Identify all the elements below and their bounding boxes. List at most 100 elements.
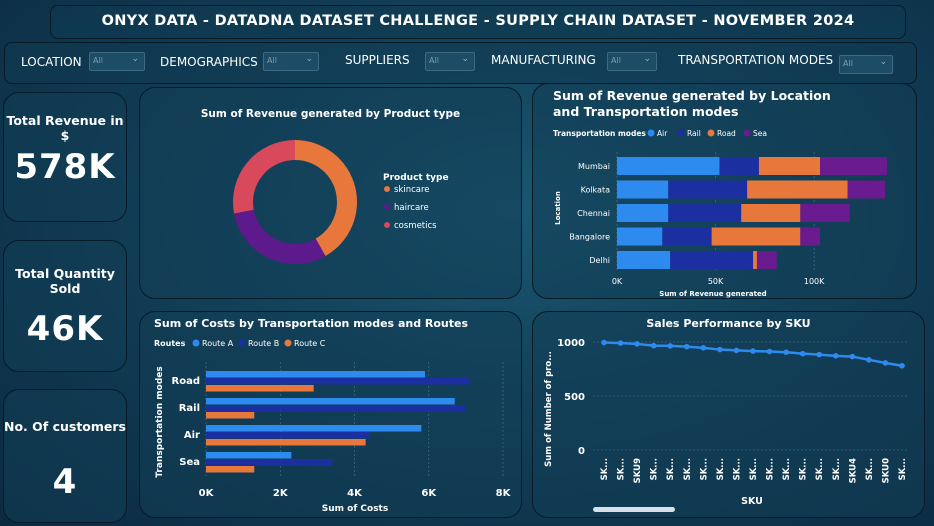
bar-Air-Route A[interactable] <box>206 425 422 432</box>
bar-Chennai-Road[interactable] <box>741 204 801 222</box>
bar-Rail-Route B[interactable] <box>206 405 466 412</box>
horizontal-scrollbar[interactable] <box>593 507 675 512</box>
y-tick-label: Air <box>184 430 200 441</box>
filter-label-demographics: DEMOGRAPHICS <box>160 55 258 69</box>
bar-Kolkata-Sea[interactable] <box>847 180 886 199</box>
bar-Mumbai-Sea[interactable] <box>820 157 888 175</box>
bar-Delhi-Sea[interactable] <box>756 251 777 269</box>
bar-Road-Route C[interactable] <box>206 385 314 392</box>
bar-Sea-Route B[interactable] <box>206 459 333 466</box>
costs-by-route-panel: Sum of Costs by Transportation modes and… <box>139 311 522 518</box>
data-point[interactable] <box>849 353 856 360</box>
legend-item[interactable]: Route B <box>248 339 279 348</box>
x-tick-label: SKU0 <box>881 458 891 483</box>
data-point[interactable] <box>601 339 607 346</box>
bar-Road-Route A[interactable] <box>206 371 426 378</box>
y-tick-label: 500 <box>564 392 585 403</box>
legend-item[interactable]: cosmetics <box>394 221 437 231</box>
bar-Kolkata-Road[interactable] <box>747 180 848 199</box>
legend-item[interactable]: Route C <box>294 339 326 348</box>
bar-Chennai-Air[interactable] <box>617 204 669 222</box>
bar-Mumbai-Road[interactable] <box>758 157 821 175</box>
data-point[interactable] <box>634 341 640 347</box>
data-point[interactable] <box>650 342 657 349</box>
grouped-bar-chart: Routes Route A Route B Route C Road Rail Air… <box>154 339 512 514</box>
data-point[interactable] <box>700 345 707 351</box>
data-point[interactable] <box>683 343 690 350</box>
bar-Delhi-Road[interactable] <box>753 251 757 269</box>
bar-Delhi-Air[interactable] <box>617 251 671 269</box>
bar-Sea-Route A[interactable] <box>206 452 292 459</box>
data-point[interactable] <box>617 340 624 346</box>
sales-performance-panel: Sales Performance by SKU 0 500 1000 SK... S… <box>532 311 925 518</box>
series-line <box>603 341 903 367</box>
bar-Rail-Route A[interactable] <box>206 398 455 405</box>
donut-slice-cosmetics[interactable] <box>233 140 295 214</box>
x-tick-label: SK... <box>799 458 809 480</box>
legend-item[interactable]: haircare <box>394 203 429 213</box>
x-tick-label: 100K <box>804 277 825 286</box>
legend-item[interactable]: Sea <box>753 129 767 138</box>
legend-marker <box>743 129 751 137</box>
location-filter-select[interactable]: All ⌄ <box>89 52 145 71</box>
legend-item[interactable]: skincare <box>394 185 430 195</box>
bar-Kolkata-Air[interactable] <box>617 180 669 199</box>
data-point[interactable] <box>717 346 723 353</box>
data-point[interactable] <box>866 357 872 363</box>
x-axis-label: Sum of Costs <box>322 504 388 514</box>
bar-Bangalore-Air[interactable] <box>617 227 663 246</box>
kpi-card-revenue: Total Revenue in $ 578K <box>3 92 127 222</box>
transportation-filter-select[interactable]: All ⌄ <box>839 55 893 74</box>
x-tick-label: SK... <box>865 458 875 480</box>
donut-slice-haircare[interactable] <box>234 209 326 264</box>
bar-Air-Route B[interactable] <box>206 432 370 439</box>
y-axis-label: Location <box>554 191 562 225</box>
chevron-down-icon: ⌄ <box>879 57 887 67</box>
x-tick-label: SK... <box>782 458 792 480</box>
kpi-title: Total Revenue in $ <box>6 113 124 143</box>
y-tick-label: Delhi <box>589 256 610 265</box>
bar-Mumbai-Rail[interactable] <box>719 157 759 175</box>
bar-Road-Route B[interactable] <box>206 378 470 385</box>
y-axis-label: Sum of Number of pro... <box>544 351 554 467</box>
chart-title: Sales Performance by SKU <box>646 317 811 330</box>
data-point[interactable] <box>733 347 740 354</box>
bar-Bangalore-Rail[interactable] <box>662 227 712 246</box>
legend-marker <box>677 129 685 137</box>
suppliers-filter-select[interactable]: All ⌄ <box>425 52 475 71</box>
chevron-down-icon: ⌄ <box>305 54 313 64</box>
bar-Kolkata-Rail[interactable] <box>668 180 748 199</box>
legend-item[interactable]: Rail <box>687 129 701 138</box>
data-point[interactable] <box>799 350 806 357</box>
legend-item[interactable]: Route A <box>202 339 234 348</box>
location-filter-value: All <box>93 56 103 65</box>
data-point[interactable] <box>882 360 889 366</box>
bar-Bangalore-Sea[interactable] <box>800 227 821 246</box>
kpi-title: Total Quantity Sold <box>15 266 115 296</box>
data-point[interactable] <box>766 348 773 355</box>
legend-title: Product type <box>383 173 449 183</box>
data-point[interactable] <box>816 351 823 358</box>
x-tick-label: SK... <box>815 458 825 480</box>
x-tick-label: SK... <box>732 458 742 480</box>
x-tick-label: SK... <box>666 458 676 480</box>
bar-Chennai-Sea[interactable] <box>800 204 850 222</box>
data-point[interactable] <box>750 348 756 354</box>
demographics-filter-select[interactable]: All ⌄ <box>263 52 319 71</box>
data-point[interactable] <box>899 362 905 369</box>
bar-Delhi-Rail[interactable] <box>670 251 754 269</box>
y-tick-label: Mumbai <box>578 162 610 171</box>
bar-Rail-Route C[interactable] <box>206 412 255 419</box>
bar-Bangalore-Road[interactable] <box>711 227 801 246</box>
legend-item[interactable]: Air <box>657 129 668 138</box>
bar-Mumbai-Air[interactable] <box>617 157 720 175</box>
data-point[interactable] <box>832 353 839 359</box>
donut-slice-skincare[interactable] <box>295 140 357 257</box>
bar-Air-Route C[interactable] <box>206 439 366 446</box>
legend-item[interactable]: Road <box>717 129 736 138</box>
bar-Chennai-Rail[interactable] <box>668 204 742 222</box>
manufacturing-filter-select[interactable]: All ⌄ <box>607 52 657 71</box>
bar-Sea-Route C[interactable] <box>206 466 255 473</box>
data-point[interactable] <box>667 343 674 349</box>
data-point[interactable] <box>783 349 789 356</box>
